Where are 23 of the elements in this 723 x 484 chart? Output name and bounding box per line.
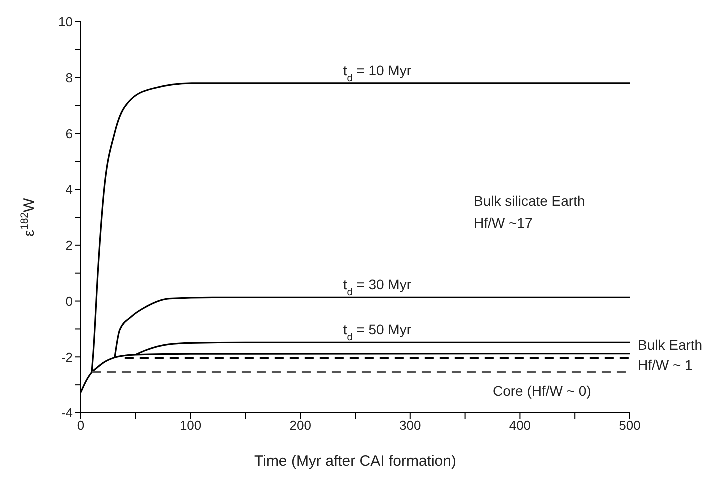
annotation: t$_{d}$ = 50 Myr [343, 322, 412, 344]
annotation: Hf/W ~ 1 [638, 356, 694, 373]
x-axis-title: Time (Myr after CAI formation) [254, 453, 456, 470]
y-tick-label: -4 [61, 406, 73, 421]
x-tick-label: 100 [180, 418, 202, 434]
y-tick-label: 4 [66, 182, 73, 198]
y-tick-label: 8 [66, 70, 73, 86]
annotation: t$_{d}$ = 30 Myr [343, 276, 412, 298]
annotation: Hf/W ~17 [474, 215, 533, 231]
y-tick-label: -2 [61, 350, 73, 365]
y-tick-label: 0 [66, 294, 73, 309]
x-tick-label: 300 [400, 418, 422, 434]
annotation: Bulk Earth [638, 336, 703, 353]
annotation: Core (Hf/W ~ 0) [492, 383, 592, 400]
x-tick-label: 0 [77, 418, 85, 434]
x-tick-label: 400 [509, 418, 532, 434]
y-tick-label: 10 [58, 14, 73, 30]
y-tick-label: 2 [66, 238, 73, 254]
x-tick-label: 200 [290, 418, 312, 434]
annotation: t$_{d}$ = 10 Myr [343, 62, 412, 84]
x-tick-label: 500 [619, 418, 641, 434]
annotation: Bulk silicate Earth [474, 193, 586, 209]
y-tick-label: 6 [66, 126, 73, 142]
